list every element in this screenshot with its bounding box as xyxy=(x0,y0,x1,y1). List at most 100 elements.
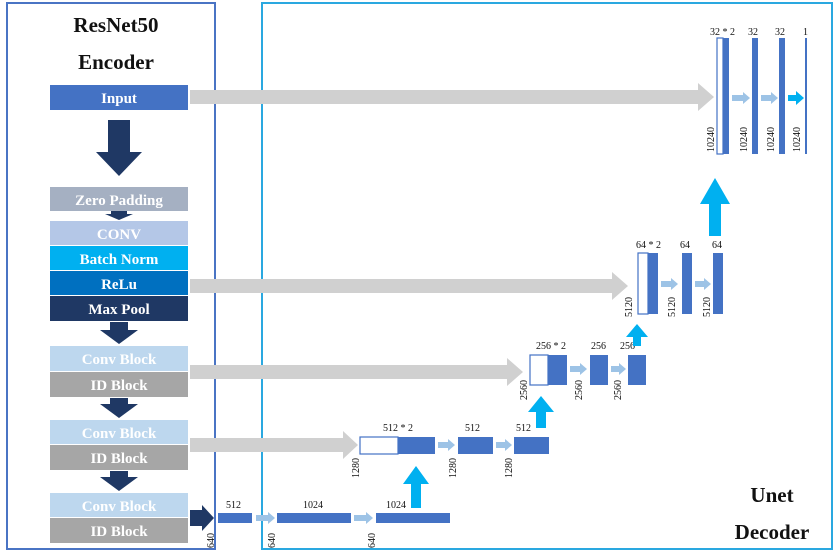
id-block-3-label: ID Block xyxy=(90,524,148,540)
decoder-frame xyxy=(261,2,833,550)
feature-64-mid xyxy=(682,253,692,314)
skip-arrow-block1 xyxy=(190,358,523,386)
label-2560a: 2560 xyxy=(519,380,530,400)
up-arrow-1 xyxy=(403,466,429,508)
light-arrow-10 xyxy=(761,92,778,104)
up-arrow-2 xyxy=(528,396,554,428)
light-arrow-4 xyxy=(496,439,512,451)
label-32a: 32 xyxy=(748,27,758,38)
concat-512-blue xyxy=(398,437,435,454)
label-32b: 32 xyxy=(775,27,785,38)
label-640a: 640 xyxy=(206,533,217,548)
conv-block-3-label: Conv Block xyxy=(82,499,157,515)
input-label: Input xyxy=(101,91,137,107)
conv-label: CONV xyxy=(97,227,141,243)
max-pool-label: Max Pool xyxy=(88,302,149,318)
decoder-title-line2: Decoder xyxy=(735,520,810,544)
concat-256-blue xyxy=(548,355,567,385)
down-arrow-small xyxy=(105,211,133,220)
concat-32-blue xyxy=(723,38,729,154)
id-block-2 xyxy=(50,445,188,470)
skip-connections xyxy=(190,83,714,459)
light-arrow-3 xyxy=(438,439,455,451)
label-512c: 512 xyxy=(516,423,531,434)
light-arrow-2 xyxy=(354,512,373,524)
decoder-title-line1: Unet xyxy=(750,483,793,507)
down-arrow-2 xyxy=(100,322,138,344)
conv-block-3 xyxy=(50,493,188,517)
zero-padding-label: Zero Padding xyxy=(75,193,163,209)
encoder-frame xyxy=(6,2,216,550)
label-512a: 512 xyxy=(226,500,241,511)
concat-512-white xyxy=(359,436,399,455)
light-arrow-9 xyxy=(732,92,750,104)
light-arrow-8 xyxy=(695,278,711,290)
feature-1024-up xyxy=(376,513,450,523)
conv-block-1-label: Conv Block xyxy=(82,352,157,368)
concat-64-blue xyxy=(648,253,658,314)
label-1280c: 1280 xyxy=(504,458,515,478)
label-2560c: 2560 xyxy=(613,380,624,400)
conv-block xyxy=(50,221,188,245)
label-1024a: 1024 xyxy=(303,500,323,511)
up-arrow-3 xyxy=(626,324,648,346)
label-1280a: 1280 xyxy=(351,458,362,478)
encoder-out-arrow xyxy=(190,505,214,531)
up-arrow-4 xyxy=(700,178,730,236)
feature-512-bottom xyxy=(218,513,252,523)
skip-arrow-block2 xyxy=(190,431,358,459)
label-1280b: 1280 xyxy=(448,458,459,478)
feature-64-up xyxy=(713,253,723,314)
label-5120b: 5120 xyxy=(667,297,678,317)
batch-norm-label: Batch Norm xyxy=(80,252,159,268)
conv-block-2-label: Conv Block xyxy=(82,426,157,442)
id-block-2-label: ID Block xyxy=(90,451,148,467)
label-512x2: 512 * 2 xyxy=(383,423,413,434)
conv-block-1 xyxy=(50,346,188,371)
light-arrow-5 xyxy=(570,363,587,375)
relu-label: ReLu xyxy=(101,277,137,293)
skip-arrow-relu xyxy=(190,272,628,300)
feature-32-mid xyxy=(752,38,758,154)
label-640c: 640 xyxy=(367,533,378,548)
label-10240b: 10240 xyxy=(739,127,750,152)
label-5120a: 5120 xyxy=(624,297,635,317)
label-512b: 512 xyxy=(465,423,480,434)
label-64a: 64 xyxy=(680,240,690,251)
label-2560b: 2560 xyxy=(574,380,585,400)
id-block-1 xyxy=(50,372,188,397)
concat-64-white xyxy=(637,252,649,315)
skip-arrow-input xyxy=(190,83,714,111)
input-block xyxy=(50,85,188,110)
feature-256-up xyxy=(628,355,646,385)
label-10240c: 10240 xyxy=(766,127,777,152)
label-10240a: 10240 xyxy=(706,127,717,152)
max-pool-block xyxy=(50,296,188,321)
label-64x2: 64 * 2 xyxy=(636,240,661,251)
label-256x2: 256 * 2 xyxy=(536,341,566,352)
label-64b: 64 xyxy=(712,240,722,251)
label-640b: 640 xyxy=(267,533,278,548)
feature-1024-bottom xyxy=(277,513,351,523)
label-5120c: 5120 xyxy=(702,297,713,317)
label-32x2: 32 * 2 xyxy=(710,27,735,38)
output-arrow xyxy=(788,91,804,105)
light-arrow-6 xyxy=(611,363,626,375)
light-arrow-1 xyxy=(256,512,275,524)
zero-padding-block xyxy=(50,187,188,211)
down-arrow-3 xyxy=(100,398,138,418)
relu-block xyxy=(50,271,188,295)
concat-256-white xyxy=(529,354,549,386)
label-1024b: 1024 xyxy=(386,500,406,511)
label-256b: 256 xyxy=(620,341,635,352)
label-10240d: 10240 xyxy=(792,127,803,152)
id-block-3 xyxy=(50,518,188,543)
encoder-title-line2: Encoder xyxy=(78,50,154,74)
id-block-1-label: ID Block xyxy=(90,378,148,394)
encoder-title-line1: ResNet50 xyxy=(73,13,158,37)
light-arrow-7 xyxy=(661,278,678,290)
down-arrow-4 xyxy=(100,471,138,491)
feature-32-up xyxy=(779,38,785,154)
label-256a: 256 xyxy=(591,341,606,352)
output-map xyxy=(805,38,807,154)
